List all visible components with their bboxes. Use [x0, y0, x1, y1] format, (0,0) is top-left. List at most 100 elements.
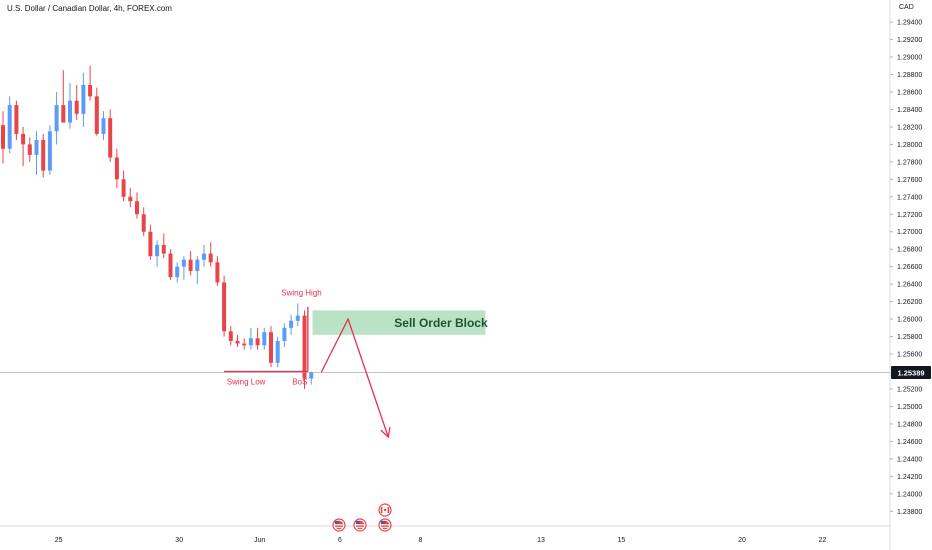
x-tick-label: 15: [618, 537, 626, 544]
candle: [255, 327, 260, 350]
events-row: [332, 503, 392, 532]
price-badge-layer: 1.25389: [891, 365, 931, 379]
candle: [282, 323, 287, 348]
candle: [155, 240, 160, 267]
candle: [68, 83, 72, 129]
flag-band: [387, 507, 390, 513]
candle: [14, 100, 19, 141]
bos-label: BoS: [292, 378, 307, 387]
candle-body: [1, 125, 5, 149]
current-price-value: 1.25389: [897, 368, 924, 377]
candle-body: [255, 338, 260, 346]
flag-stripe: [380, 526, 390, 528]
flag-stripe: [334, 524, 344, 526]
y-tick-label: 1.28200: [897, 124, 922, 131]
candle: [181, 256, 186, 280]
flag-canton: [380, 520, 385, 524]
candle-body: [282, 327, 287, 341]
y-tick-label: 1.27400: [897, 194, 922, 201]
candle-body: [61, 105, 66, 123]
current-price-badge: [891, 365, 931, 379]
candle: [235, 334, 240, 348]
x-tick-label: 13: [537, 537, 545, 544]
maple-leaf: [383, 508, 387, 512]
candle: [222, 275, 227, 337]
candle: [27, 137, 32, 162]
candle: [141, 207, 146, 237]
candle-body: [148, 231, 153, 257]
y-tick-label: 1.24000: [897, 491, 922, 498]
candle-body: [222, 282, 227, 332]
x-tick-label: 6: [338, 537, 342, 544]
projection-arrow-head: [380, 427, 391, 439]
candle-body: [228, 331, 233, 341]
us-flag-icon: [332, 518, 346, 532]
candle: [114, 148, 119, 189]
candle-body: [88, 84, 93, 97]
flag-canton: [334, 520, 339, 524]
candle: [61, 70, 66, 123]
candle: [275, 336, 280, 368]
candle-body: [275, 340, 280, 363]
time-axis[interactable]: 232530Jun68131520222729Jul57: [0, 537, 932, 544]
y-tick-label: 1.27000: [897, 229, 922, 236]
candle: [208, 242, 213, 267]
candle: [21, 126, 26, 167]
candle-body: [248, 338, 253, 346]
candle-body: [74, 100, 79, 114]
candle-body: [242, 343, 247, 346]
candle: [309, 371, 314, 385]
order-block-layer: Sell Order Block: [312, 310, 488, 335]
candle: [81, 72, 86, 127]
candle-body: [108, 118, 113, 158]
candle-body: [135, 201, 139, 215]
flag-stripe: [355, 524, 365, 526]
candle: [47, 125, 52, 175]
price-axis[interactable]: 1.29400 1.29200 1.29000 1.28800 1.28600 1.284…: [890, 20, 922, 516]
candle: [94, 87, 99, 136]
candle-body: [175, 266, 180, 278]
y-tick-label: 1.29400: [897, 20, 922, 27]
candle-body: [202, 253, 206, 260]
candle-body: [188, 259, 193, 272]
y-tick-label: 1.25000: [897, 404, 922, 411]
candle-body: [121, 179, 126, 197]
sell-order-block-zone: [312, 310, 486, 335]
currency-label: CAD: [899, 4, 914, 11]
candle-body: [27, 144, 32, 155]
y-tick-label: 1.29200: [897, 37, 922, 44]
candle: [101, 111, 106, 141]
y-tick-label: 1.23800: [897, 509, 922, 516]
candle-body: [41, 140, 46, 171]
candle: [88, 65, 93, 101]
candle: [161, 233, 166, 258]
candle: [168, 249, 173, 280]
y-tick-label: 1.28400: [897, 107, 922, 114]
swing-high-label: Swing High: [281, 288, 321, 297]
candle-body: [181, 259, 186, 267]
candle: [7, 96, 12, 154]
candle-body: [295, 315, 300, 321]
candle: [34, 131, 39, 175]
candle-series: [1, 65, 314, 389]
y-tick-label: 1.28000: [897, 142, 922, 149]
candle-body: [14, 105, 19, 134]
ca-flag-icon: [378, 503, 392, 517]
candle: [108, 109, 113, 162]
swing-low-label: Swing Low: [227, 378, 266, 387]
candle: [175, 262, 180, 283]
candle-body: [289, 320, 294, 328]
y-tick-label: 1.24400: [897, 456, 922, 463]
y-tick-label: 1.26000: [897, 317, 922, 324]
flag-canton: [355, 520, 360, 524]
candle: [1, 111, 5, 164]
y-tick-label: 1.29000: [897, 55, 922, 62]
symbol-title: U.S. Dollar / Canadian Dollar, 4h, FOREX…: [7, 4, 172, 13]
candle-body: [302, 315, 307, 379]
x-tick-label: 8: [418, 537, 422, 544]
candle-body: [262, 332, 267, 346]
x-tick-label: 25: [55, 537, 63, 544]
candle-body: [269, 332, 273, 363]
candle-body: [235, 340, 240, 344]
